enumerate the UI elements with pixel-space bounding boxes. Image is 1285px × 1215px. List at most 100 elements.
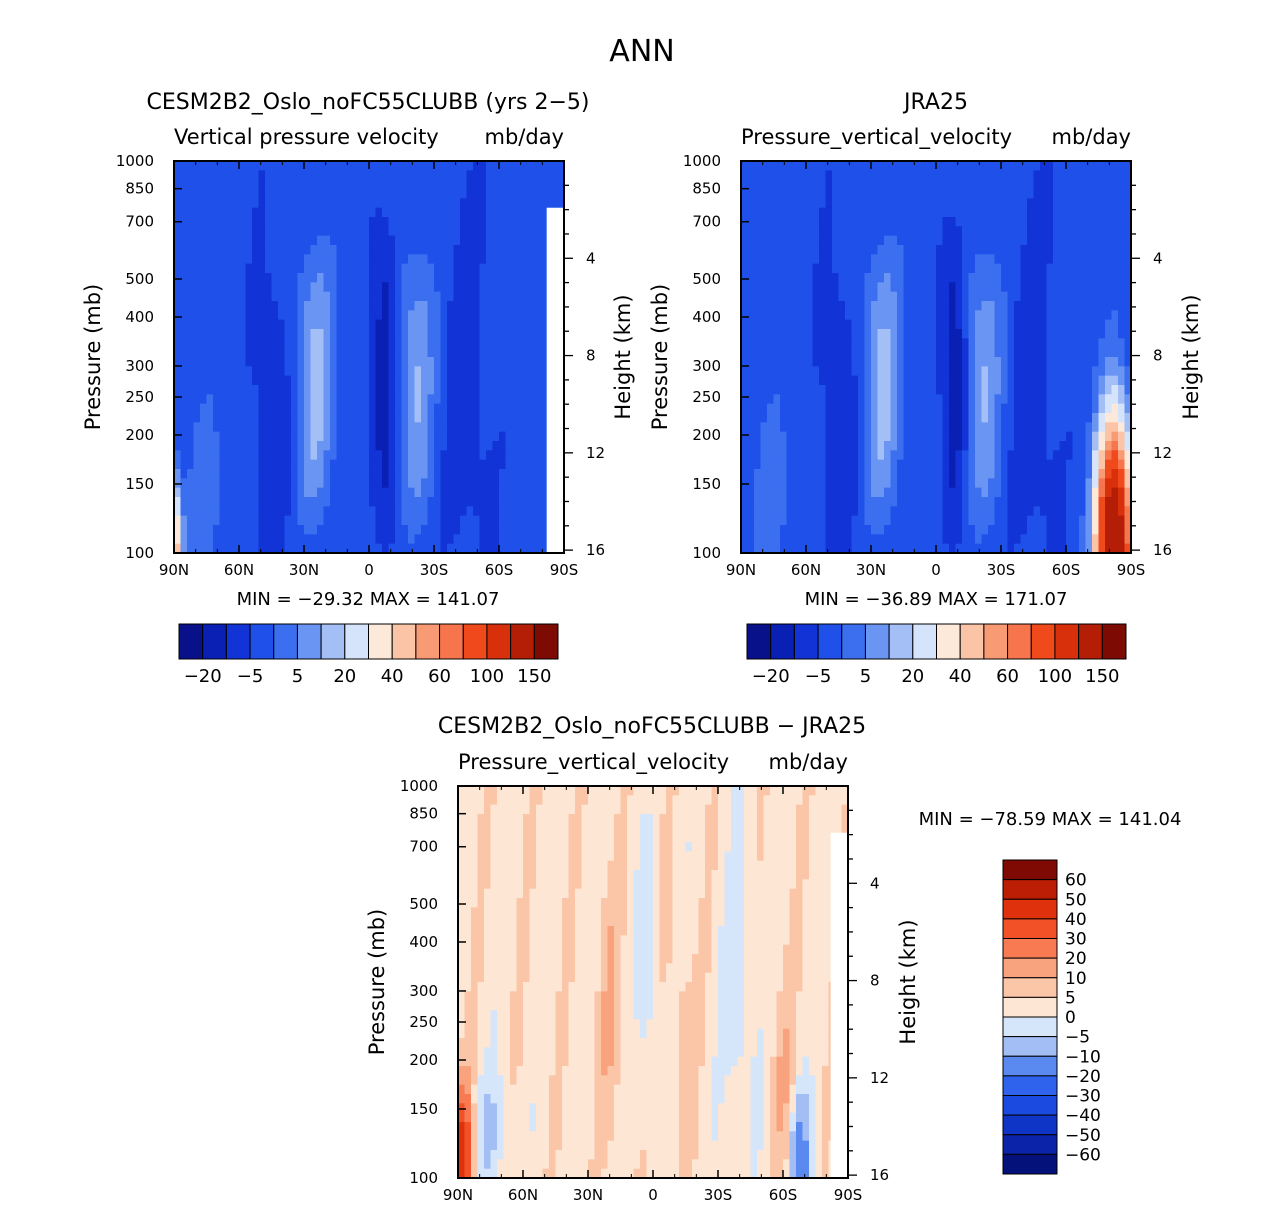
y-tick-label: 700 <box>692 213 721 231</box>
x-tick-label: 30S <box>987 561 1016 579</box>
colorbar-label: 0 <box>1065 1008 1076 1028</box>
colorbar-swatch <box>462 623 488 660</box>
colorbar-swatch <box>959 623 985 660</box>
y-tick-label: 1000 <box>400 777 438 795</box>
y-tick-label: 700 <box>409 838 438 856</box>
height-tick-label: 12 <box>586 444 605 462</box>
colorbar-label: 20 <box>901 666 924 687</box>
colorbar-label: 5 <box>860 666 871 687</box>
y-tick-label: 500 <box>692 270 721 288</box>
colorbar-swatch <box>439 623 464 660</box>
x-tick-label: 0 <box>648 1186 658 1204</box>
colorbar-label: −50 <box>1065 1126 1101 1146</box>
colorbar-swatch <box>770 623 795 660</box>
height-tick-label: 16 <box>870 1166 889 1184</box>
x-tick-label: 60N <box>508 1186 538 1204</box>
colorbar-label: 100 <box>470 666 504 687</box>
colorbar-swatch <box>1002 1095 1058 1116</box>
colorbar-swatch <box>1002 996 1058 1018</box>
x-tick-label: 0 <box>364 561 374 579</box>
min-max-label: MIN = −78.59 MAX = 141.04 <box>919 809 1182 830</box>
colorbar-swatch <box>1030 623 1056 660</box>
colorbar-label: −40 <box>1065 1106 1101 1126</box>
y-tick-label: 850 <box>125 180 154 198</box>
panel-title: CESM2B2_Oslo_noFC55CLUBB − JRA25 <box>438 714 866 739</box>
height-tick-label: 16 <box>586 541 605 559</box>
y-tick-label: 300 <box>692 357 721 375</box>
y-tick-label: 100 <box>692 544 721 562</box>
colorbar-label: −5 <box>805 666 832 687</box>
colorbar-swatch <box>368 623 393 660</box>
x-tick-label: 30N <box>856 561 886 579</box>
right-string: mb/day <box>769 750 849 774</box>
colorbar-swatch <box>1002 1016 1058 1038</box>
colorbar-swatch <box>178 623 204 660</box>
height-tick-label: 4 <box>586 249 596 267</box>
height-tick-label: 8 <box>870 972 880 990</box>
y-tick-label: 400 <box>409 933 438 951</box>
contour-fill <box>174 161 565 554</box>
y-axis-label: Pressure (mb) <box>365 909 389 1056</box>
height-tick-label: 8 <box>1153 347 1163 365</box>
height-tick-label: 4 <box>870 874 880 892</box>
colorbar-swatch <box>415 623 441 660</box>
colorbar-label: 5 <box>292 666 303 687</box>
x-tick-label: 0 <box>931 561 941 579</box>
colorbar-swatch <box>912 623 937 660</box>
colorbar-label: 100 <box>1038 666 1072 687</box>
colorbar-swatch <box>1054 623 1080 660</box>
colorbar-swatch <box>1002 1036 1058 1057</box>
x-tick-label: 90N <box>159 561 189 579</box>
y-tick-label: 150 <box>692 475 721 493</box>
colorbar-label: 50 <box>1065 890 1087 910</box>
colorbar-label: 60 <box>1065 871 1087 891</box>
colorbar-swatch <box>225 623 251 660</box>
colorbar-swatch <box>1002 938 1058 959</box>
colorbar-swatch <box>1002 977 1058 998</box>
left-string: Vertical pressure velocity <box>174 125 439 149</box>
colorbar-label: 60 <box>996 666 1019 687</box>
x-tick-label: 30S <box>704 1186 733 1204</box>
colorbar-swatch <box>793 623 819 660</box>
x-tick-label: 30N <box>573 1186 603 1204</box>
y-tick-label: 1000 <box>683 152 721 170</box>
right-string: mb/day <box>485 125 565 149</box>
y-tick-label: 100 <box>125 544 154 562</box>
y-tick-label: 150 <box>409 1100 438 1118</box>
y-tick-label: 250 <box>125 388 154 406</box>
y-axis-label-right: Height (km) <box>896 919 920 1044</box>
x-tick-label: 90S <box>834 1186 863 1204</box>
panel-jra25-climatology: JRA25 Pressure_vertical_velocity mb/day 90N… <box>648 90 1203 687</box>
colorbar-swatch <box>320 623 346 660</box>
height-tick-label: 12 <box>870 1069 889 1087</box>
x-tick-label: 60S <box>769 1186 798 1204</box>
colorbar-swatch <box>864 623 890 660</box>
y-tick-label: 850 <box>692 180 721 198</box>
colorbar-swatch <box>1101 623 1127 660</box>
colorbar-label: 20 <box>1065 949 1087 969</box>
colorbar-swatch <box>1002 898 1058 920</box>
x-tick-label: 60N <box>224 561 254 579</box>
surface-mask <box>546 207 564 553</box>
height-tick-label: 8 <box>586 347 596 365</box>
colorbar-label: 5 <box>1065 988 1076 1008</box>
panel-title: CESM2B2_Oslo_noFC55CLUBB (yrs 2−5) <box>147 90 590 115</box>
colorbar-label: 150 <box>517 666 551 687</box>
x-tick-label: 30N <box>289 561 319 579</box>
right-string: mb/day <box>1052 125 1132 149</box>
surface-mask <box>830 832 848 1178</box>
x-tick-label: 60N <box>791 561 821 579</box>
height-tick-label: 16 <box>1153 541 1172 559</box>
y-axis-label: Pressure (mb) <box>648 284 672 431</box>
y-tick-label: 300 <box>409 982 438 1000</box>
x-tick-label: 30S <box>420 561 449 579</box>
y-tick-label: 250 <box>409 1013 438 1031</box>
y-tick-label: 700 <box>125 213 154 231</box>
colorbar-label: −20 <box>184 666 222 687</box>
colorbar-swatch <box>1002 1134 1058 1155</box>
x-tick-label: 90N <box>726 561 756 579</box>
colorbar-swatch <box>296 623 322 660</box>
colorbar-swatch <box>344 623 369 660</box>
min-max-label: MIN = −36.89 MAX = 171.07 <box>805 589 1068 610</box>
